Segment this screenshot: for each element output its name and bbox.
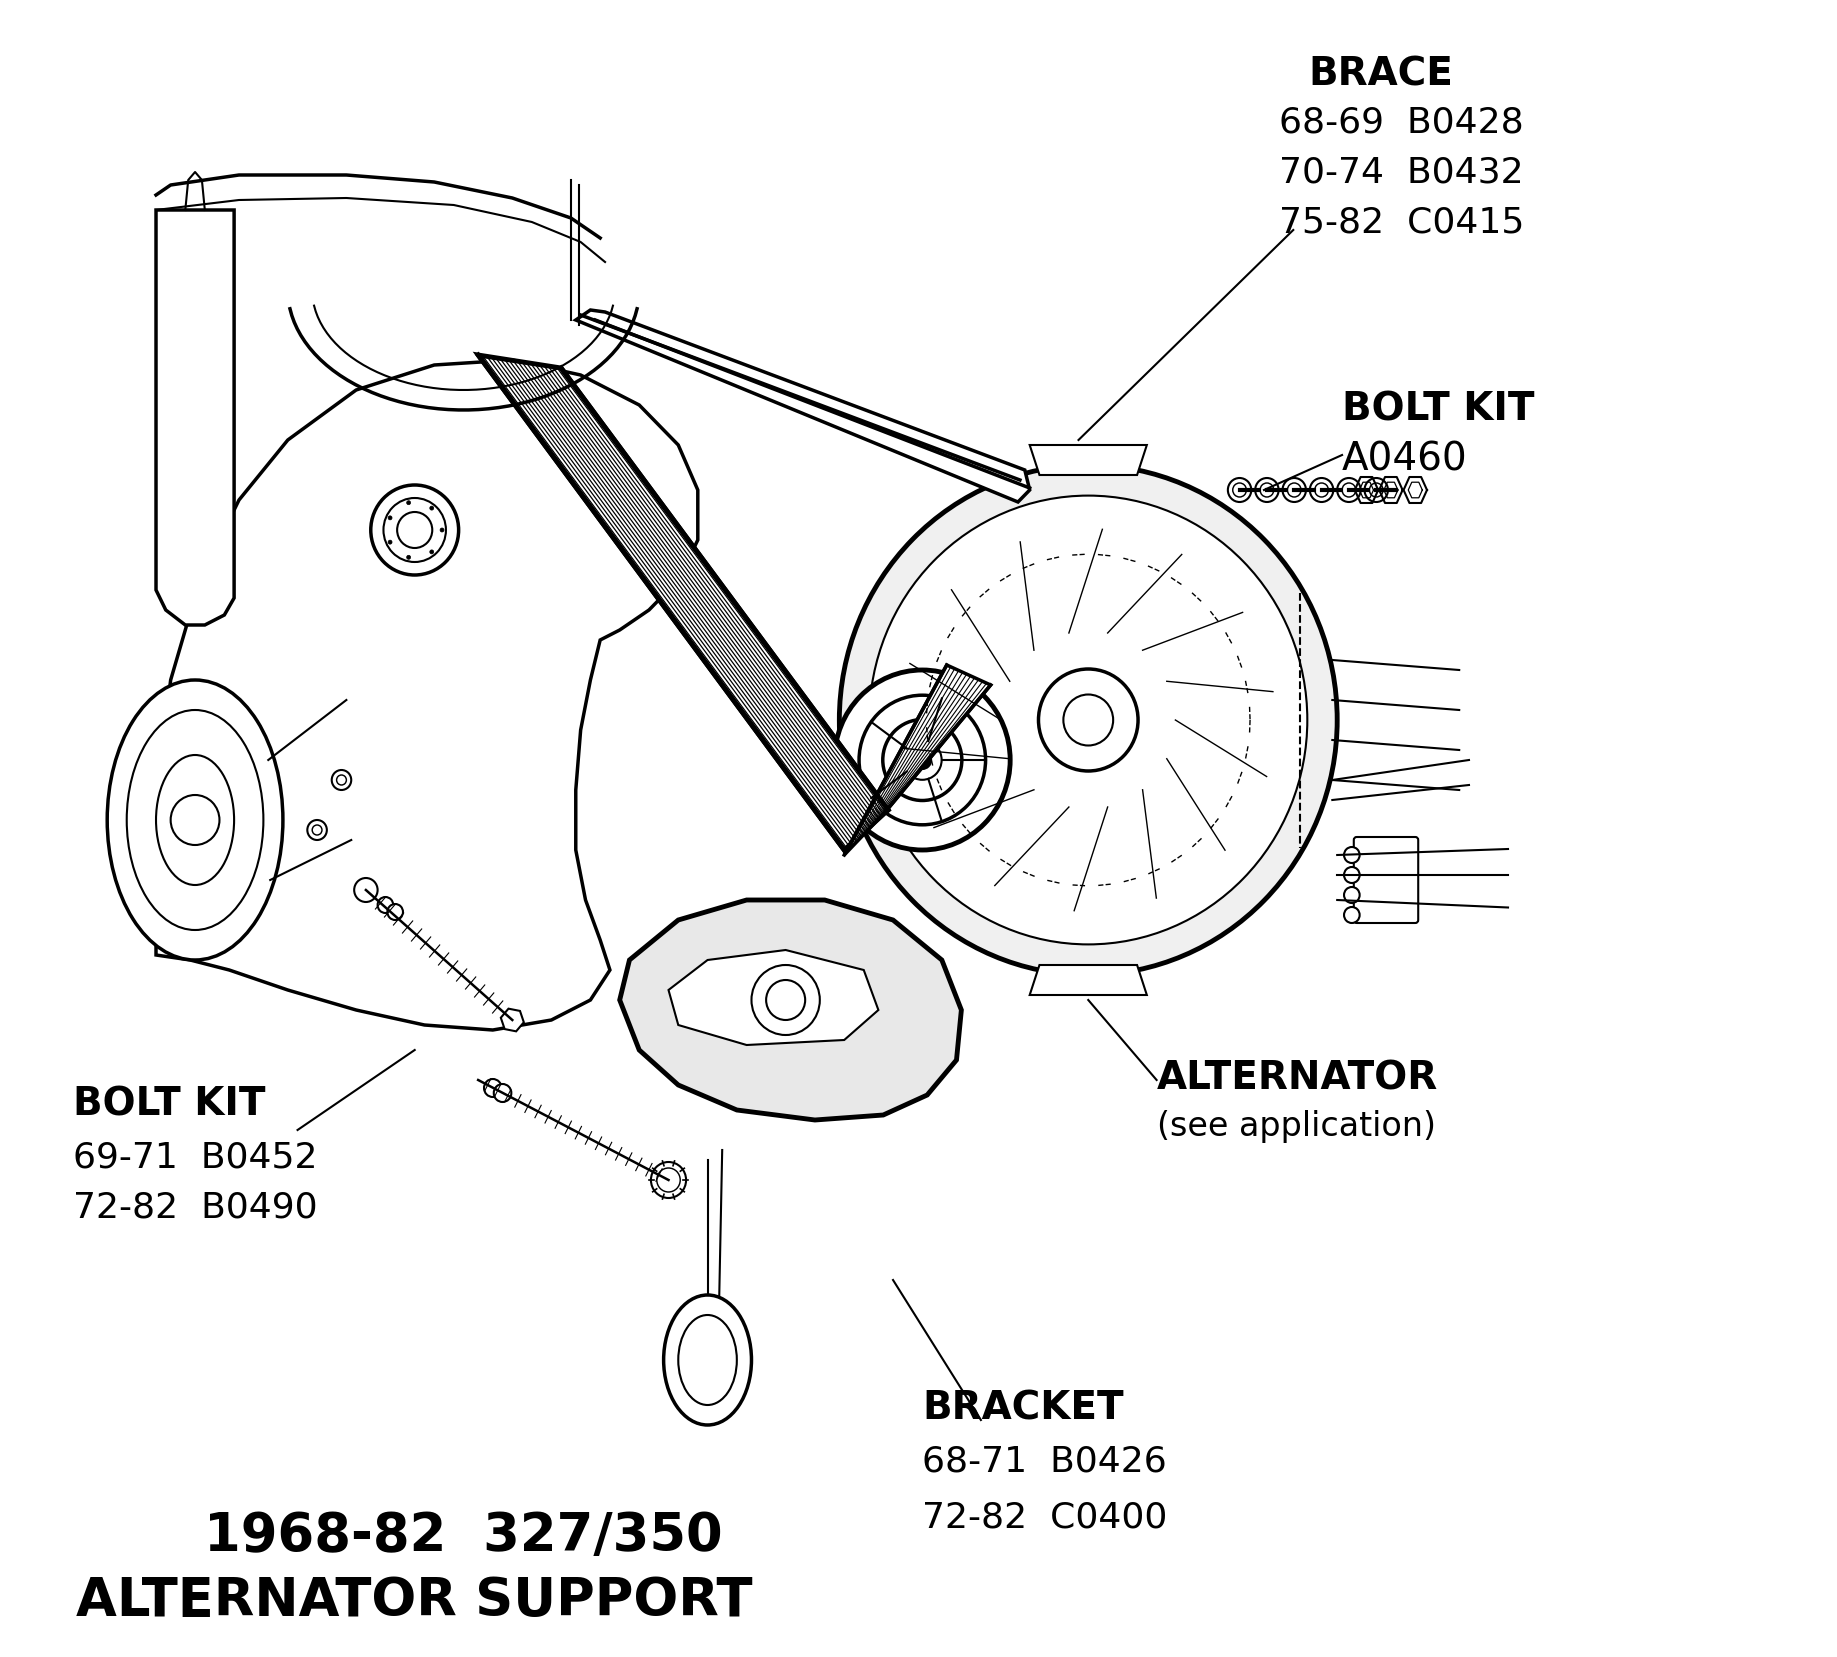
Circle shape — [332, 771, 351, 790]
Text: 75-82  C0415: 75-82 C0415 — [1279, 205, 1525, 239]
Circle shape — [1038, 669, 1139, 771]
Circle shape — [494, 1084, 511, 1102]
Text: BRACKET: BRACKET — [922, 1390, 1124, 1428]
Circle shape — [441, 529, 445, 532]
Circle shape — [355, 878, 378, 901]
Polygon shape — [1031, 964, 1146, 994]
Text: ALTERNATOR SUPPORT: ALTERNATOR SUPPORT — [77, 1576, 753, 1627]
Circle shape — [1337, 477, 1361, 502]
Circle shape — [913, 751, 931, 769]
Polygon shape — [619, 900, 961, 1120]
Circle shape — [388, 515, 391, 520]
Circle shape — [388, 905, 402, 920]
Text: 68-69  B0428: 68-69 B0428 — [1279, 104, 1523, 139]
Polygon shape — [502, 1009, 524, 1031]
Circle shape — [1345, 906, 1359, 923]
Text: 68-71  B0426: 68-71 B0426 — [922, 1445, 1166, 1480]
Circle shape — [834, 669, 1010, 850]
Text: A0460: A0460 — [1343, 441, 1468, 477]
Text: BOLT KIT: BOLT KIT — [73, 1085, 266, 1123]
Polygon shape — [845, 664, 990, 855]
Circle shape — [1255, 477, 1279, 502]
Circle shape — [1345, 867, 1359, 883]
Circle shape — [388, 540, 391, 543]
Polygon shape — [478, 355, 887, 850]
Text: (see application): (see application) — [1157, 1110, 1435, 1143]
Text: 72-82  C0400: 72-82 C0400 — [922, 1500, 1168, 1534]
Text: 69-71  B0452: 69-71 B0452 — [73, 1140, 318, 1175]
Circle shape — [1282, 477, 1306, 502]
Circle shape — [1310, 477, 1334, 502]
Circle shape — [378, 896, 393, 913]
Polygon shape — [669, 949, 878, 1046]
Circle shape — [1227, 477, 1251, 502]
Circle shape — [430, 550, 434, 553]
Polygon shape — [156, 210, 233, 625]
Circle shape — [650, 1162, 685, 1198]
Ellipse shape — [107, 679, 283, 959]
Circle shape — [1345, 847, 1359, 863]
Circle shape — [307, 820, 327, 840]
Circle shape — [371, 486, 459, 575]
Circle shape — [751, 964, 819, 1036]
Circle shape — [869, 495, 1308, 944]
Circle shape — [406, 500, 411, 505]
Circle shape — [430, 505, 434, 510]
Text: 70-74  B0432: 70-74 B0432 — [1279, 156, 1523, 189]
Circle shape — [1365, 477, 1389, 502]
Circle shape — [406, 555, 411, 560]
Polygon shape — [1031, 446, 1146, 476]
Text: 72-82  B0490: 72-82 B0490 — [73, 1190, 318, 1225]
Text: BOLT KIT: BOLT KIT — [1343, 389, 1534, 428]
FancyBboxPatch shape — [1354, 837, 1418, 923]
Text: 1968-82  327/350: 1968-82 327/350 — [204, 1510, 722, 1563]
Circle shape — [840, 466, 1337, 974]
Text: ALTERNATOR: ALTERNATOR — [1157, 1060, 1438, 1099]
Circle shape — [1345, 886, 1359, 903]
Polygon shape — [575, 310, 1031, 502]
Circle shape — [483, 1079, 502, 1097]
Text: BRACE: BRACE — [1308, 55, 1453, 93]
Polygon shape — [156, 360, 698, 1031]
Ellipse shape — [663, 1296, 751, 1425]
